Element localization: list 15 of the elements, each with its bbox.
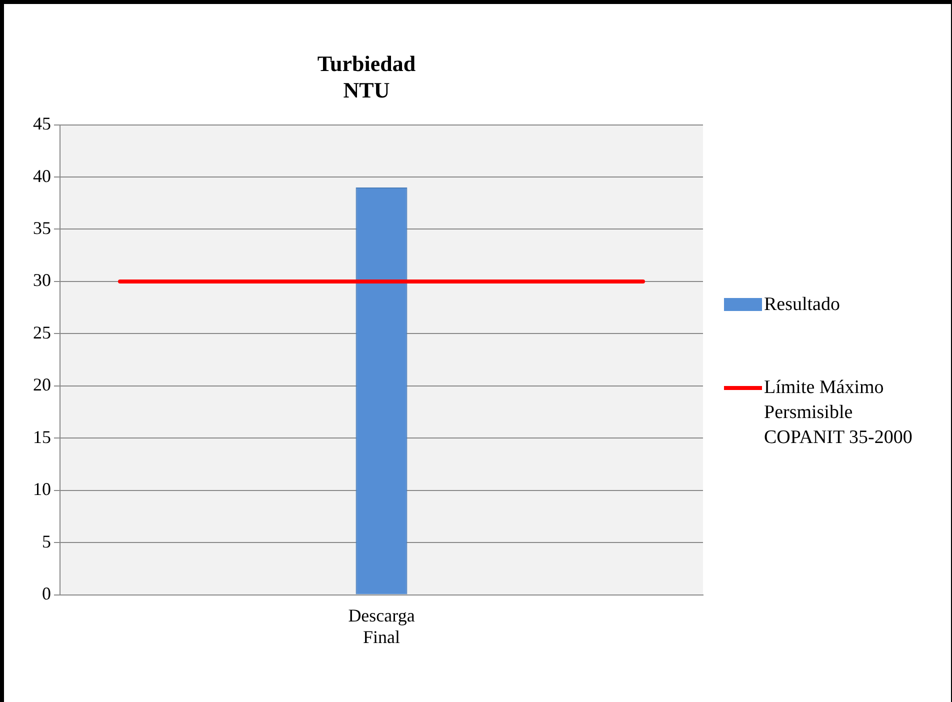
y-tick-label: 20 — [33, 374, 51, 395]
y-tick-label: 25 — [33, 322, 51, 342]
y-tick-label: 0 — [42, 584, 51, 604]
chart-title: Turbiedad — [317, 50, 416, 76]
y-tick-label: 10 — [33, 479, 51, 500]
y-tick-label: 5 — [42, 531, 51, 552]
y-tick-label: 40 — [33, 166, 51, 186]
y-tick-label: 35 — [33, 218, 51, 238]
x-tick-label: Descarga Final — [348, 605, 415, 647]
y-tick-label: 30 — [33, 270, 51, 290]
legend-label: Resultado — [764, 293, 840, 317]
legend-label: Límite Máximo Persmisible COPANIT 35-2000 — [764, 376, 914, 450]
y-tick-label: 45 — [33, 114, 51, 134]
y-tick-label: 15 — [33, 426, 51, 447]
chart-subtitle: NTU — [343, 77, 390, 102]
